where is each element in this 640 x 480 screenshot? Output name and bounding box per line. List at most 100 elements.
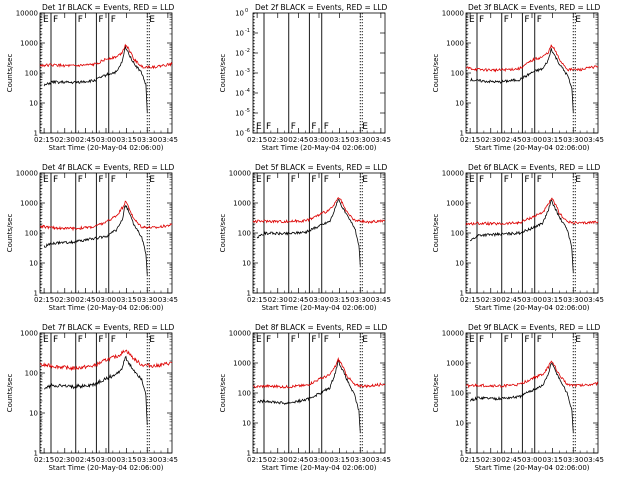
x-tick-label: 03:15 bbox=[330, 296, 350, 304]
y-tick-exponent: -5 bbox=[245, 108, 250, 114]
y-tick-exponent: -2 bbox=[245, 48, 250, 54]
y-tick-label: 10 bbox=[29, 410, 38, 418]
x-tick-label: 03:00 bbox=[522, 456, 542, 464]
marker-label: F bbox=[311, 175, 316, 185]
series-events-line bbox=[44, 355, 148, 426]
y-tick-label: 1 bbox=[460, 290, 464, 298]
y-tick-exponent: 0 bbox=[245, 8, 248, 14]
y-tick-label: 1 bbox=[460, 450, 464, 458]
x-tick-label: 03:00 bbox=[96, 136, 116, 144]
y-tick-label: 1000 bbox=[233, 360, 251, 368]
marker-label: E bbox=[43, 175, 49, 185]
x-tick-label: 03:15 bbox=[543, 456, 563, 464]
y-tick-label: 1 bbox=[460, 130, 464, 138]
marker-label: F bbox=[98, 335, 103, 345]
y-tick-label: 10 bbox=[235, 50, 244, 58]
panel-title: Det 8f BLACK = Events, RED = LLD bbox=[255, 323, 388, 332]
plot-frame bbox=[39, 12, 173, 134]
x-tick-label: 02:45 bbox=[288, 456, 308, 464]
marker-label: F bbox=[111, 15, 116, 25]
marker-label: F bbox=[291, 122, 296, 132]
panel-det-1: Det 1f BLACK = Events, RED = LLD 1 10 100 10… bbox=[6, 3, 178, 152]
x-axis-label: Start Time (20-May-04 02:06:00) bbox=[48, 144, 163, 152]
x-axis-label: Start Time (20-May-04 02:06:00) bbox=[261, 144, 376, 152]
marker-label: E bbox=[575, 335, 581, 345]
x-tick-label: 02:15 bbox=[247, 456, 267, 464]
marker-label: F bbox=[324, 175, 329, 185]
x-tick-label: 03:30 bbox=[137, 456, 157, 464]
x-tick-label: 03:00 bbox=[522, 136, 542, 144]
panel-det-6: Det 6f BLACK = Events, RED = LLD 1 10 100 10… bbox=[432, 163, 604, 312]
marker-label: F bbox=[537, 15, 542, 25]
marker-label: F bbox=[311, 122, 316, 132]
y-tick-label: 10 bbox=[242, 420, 251, 428]
x-tick-label: 02:30 bbox=[481, 456, 501, 464]
marker-label: E bbox=[575, 15, 581, 25]
x-tick-label: 03:00 bbox=[309, 456, 329, 464]
panel-title: Det 6f BLACK = Events, RED = LLD bbox=[468, 163, 601, 172]
x-tick-label: 02:15 bbox=[34, 296, 54, 304]
marker-label: F bbox=[537, 335, 542, 345]
marker-label: F bbox=[504, 15, 509, 25]
marker-label: F bbox=[504, 335, 509, 345]
y-tick-label: 10 bbox=[235, 130, 244, 138]
marker-label: F bbox=[98, 15, 103, 25]
x-tick-label: 03:30 bbox=[563, 296, 583, 304]
x-tick-label: 03:00 bbox=[96, 456, 116, 464]
x-tick-label: 02:15 bbox=[34, 456, 54, 464]
panel-det-3: Det 3f BLACK = Events, RED = LLD 1 10 100 10… bbox=[432, 3, 604, 152]
x-tick-label: 03:45 bbox=[371, 296, 391, 304]
x-tick-label: 02:45 bbox=[75, 456, 95, 464]
x-tick-label: 03:30 bbox=[350, 296, 370, 304]
x-axis-label: Start Time (20-May-04 02:06:00) bbox=[474, 464, 589, 472]
x-tick-label: 02:15 bbox=[247, 296, 267, 304]
y-tick-label: 10000 bbox=[16, 170, 38, 178]
x-axis-label: Start Time (20-May-04 02:06:00) bbox=[474, 144, 589, 152]
x-tick-label: 03:30 bbox=[350, 136, 370, 144]
panel-det-4: Det 4f BLACK = Events, RED = LLD 1 10 100 10… bbox=[6, 163, 178, 312]
y-tick-label: 1000 bbox=[446, 360, 464, 368]
y-tick-label: 100 bbox=[451, 70, 464, 78]
marker-label: E bbox=[149, 335, 155, 345]
marker-label: F bbox=[324, 122, 329, 132]
panel-det-8: Det 8f BLACK = Events, RED = LLD 1 10 100 10… bbox=[219, 323, 391, 472]
y-tick-label: 1 bbox=[34, 450, 38, 458]
marker-label: F bbox=[53, 175, 58, 185]
y-axis-label: Counts/sec bbox=[432, 214, 440, 253]
y-tick-label: 1 bbox=[247, 290, 251, 298]
marker-label: F bbox=[266, 335, 271, 345]
marker-label: F bbox=[311, 335, 316, 345]
y-tick-label: 10000 bbox=[442, 170, 464, 178]
y-tick-label: 10 bbox=[455, 100, 464, 108]
y-tick-exponent: -1 bbox=[245, 28, 250, 34]
panel-title: Det 3f BLACK = Events, RED = LLD bbox=[468, 3, 601, 12]
x-tick-label: 02:30 bbox=[481, 136, 501, 144]
panel-title: Det 9f BLACK = Events, RED = LLD bbox=[468, 323, 601, 332]
y-tick-label: 10000 bbox=[229, 330, 251, 338]
marker-label: F bbox=[266, 175, 271, 185]
x-tick-label: 02:15 bbox=[460, 456, 480, 464]
plot-frame bbox=[252, 332, 386, 454]
x-tick-label: 03:15 bbox=[117, 136, 137, 144]
plot-frame bbox=[39, 172, 173, 294]
marker-label: F bbox=[524, 15, 529, 25]
series-events-line bbox=[43, 45, 148, 113]
marker-label: E bbox=[43, 15, 49, 25]
x-tick-label: 03:45 bbox=[584, 296, 604, 304]
x-tick-label: 03:45 bbox=[158, 456, 178, 464]
x-tick-label: 03:30 bbox=[137, 296, 157, 304]
series-lld-line bbox=[465, 197, 599, 226]
x-tick-label: 03:15 bbox=[117, 296, 137, 304]
marker-label: F bbox=[291, 335, 296, 345]
y-tick-label: 1000 bbox=[20, 40, 38, 48]
series-events-line bbox=[256, 198, 361, 266]
marker-label: E bbox=[575, 175, 581, 185]
x-tick-label: 03:30 bbox=[350, 456, 370, 464]
series-lld-line bbox=[465, 360, 599, 389]
panel-title: Det 4f BLACK = Events, RED = LLD bbox=[42, 163, 175, 172]
series-lld-line bbox=[39, 200, 173, 232]
x-tick-label: 03:45 bbox=[371, 456, 391, 464]
x-tick-label: 02:30 bbox=[268, 136, 288, 144]
marker-label: F bbox=[479, 335, 484, 345]
x-tick-label: 02:45 bbox=[288, 136, 308, 144]
